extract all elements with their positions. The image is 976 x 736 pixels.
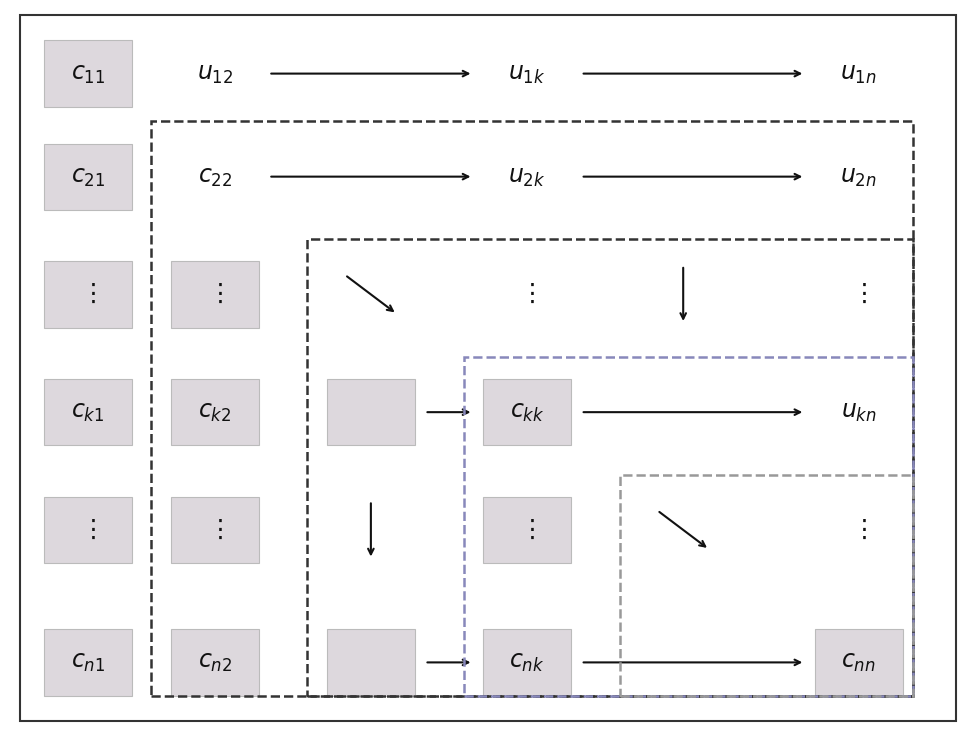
Bar — [483, 629, 571, 696]
Text: $\vdots$: $\vdots$ — [80, 283, 96, 306]
Bar — [620, 475, 913, 696]
Bar — [171, 629, 259, 696]
Text: $c_{n2}$: $c_{n2}$ — [197, 651, 232, 674]
Text: $\vdots$: $\vdots$ — [519, 283, 535, 306]
Text: $c_{nk}$: $c_{nk}$ — [509, 651, 545, 674]
Text: $\vdots$: $\vdots$ — [851, 283, 867, 306]
Text: $u_{2n}$: $u_{2n}$ — [840, 165, 877, 188]
Text: $u_{2k}$: $u_{2k}$ — [508, 165, 546, 188]
Bar — [464, 357, 913, 696]
Text: $c_{21}$: $c_{21}$ — [70, 165, 105, 188]
Text: $c_{22}$: $c_{22}$ — [197, 165, 232, 188]
Bar — [171, 261, 259, 328]
Text: $\vdots$: $\vdots$ — [207, 518, 223, 542]
Bar — [171, 379, 259, 445]
Bar — [171, 497, 259, 563]
Text: $c_{nn}$: $c_{nn}$ — [841, 651, 876, 674]
Text: $u_{12}$: $u_{12}$ — [196, 62, 233, 85]
Text: $\vdots$: $\vdots$ — [851, 518, 867, 542]
Text: $c_{k1}$: $c_{k1}$ — [71, 400, 104, 424]
Text: $\vdots$: $\vdots$ — [80, 518, 96, 542]
Bar — [307, 239, 913, 696]
Text: $c_{11}$: $c_{11}$ — [70, 62, 105, 85]
Bar — [815, 629, 903, 696]
Text: $u_{1k}$: $u_{1k}$ — [508, 62, 546, 85]
Bar — [151, 121, 913, 696]
Bar — [44, 629, 132, 696]
Bar — [44, 144, 132, 210]
Text: $u_{1n}$: $u_{1n}$ — [840, 62, 877, 85]
Bar — [327, 379, 415, 445]
Bar — [327, 629, 415, 696]
Text: $c_{kk}$: $c_{kk}$ — [509, 400, 545, 424]
Text: $\vdots$: $\vdots$ — [519, 518, 535, 542]
Bar — [44, 379, 132, 445]
Text: $c_{k2}$: $c_{k2}$ — [198, 400, 231, 424]
Text: $c_{n1}$: $c_{n1}$ — [70, 651, 105, 674]
Bar — [44, 497, 132, 563]
Bar — [483, 497, 571, 563]
Text: $\vdots$: $\vdots$ — [207, 283, 223, 306]
Bar — [44, 261, 132, 328]
Bar — [44, 40, 132, 107]
Bar — [483, 379, 571, 445]
Text: $u_{kn}$: $u_{kn}$ — [841, 400, 876, 424]
